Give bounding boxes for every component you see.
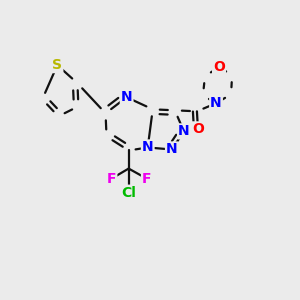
Text: N: N: [142, 140, 154, 154]
Text: N: N: [210, 96, 222, 110]
Text: O: O: [192, 122, 204, 136]
Text: N: N: [166, 142, 178, 157]
Text: O: O: [213, 60, 225, 74]
Text: Cl: Cl: [121, 186, 136, 200]
Text: F: F: [142, 172, 152, 186]
Text: S: S: [52, 58, 62, 72]
Text: N: N: [121, 90, 132, 104]
Text: N: N: [178, 124, 190, 138]
Text: F: F: [107, 172, 116, 186]
